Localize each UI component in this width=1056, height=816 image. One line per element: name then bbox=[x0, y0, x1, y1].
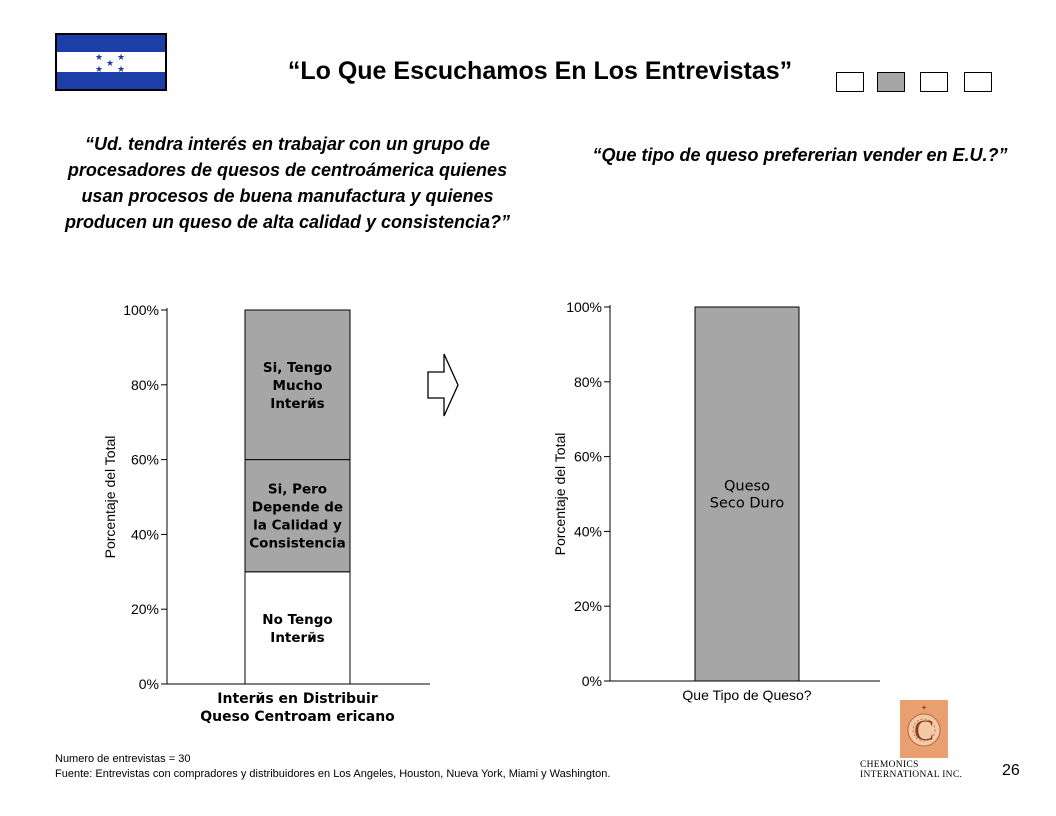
svg-text:C: C bbox=[914, 714, 934, 747]
chart1-y-tick-label: 40% bbox=[131, 526, 159, 542]
chart1-y-tick-label: 20% bbox=[131, 601, 159, 617]
chart1-segment-label: No Tengo Interйs bbox=[262, 612, 332, 646]
chart1-segment-label: Si, Tengo Mucho Interйs bbox=[263, 360, 332, 412]
nav-box-4[interactable] bbox=[964, 72, 992, 92]
chart-interest: 0% 20% 40% 60% 80% 100% Porcentaje del Total No… bbox=[102, 302, 430, 725]
nav-box-2[interactable] bbox=[877, 72, 905, 92]
svg-text:★: ★ bbox=[95, 65, 103, 75]
chart2-y-axis-label: Porcentaje del Total bbox=[552, 433, 568, 556]
chart-cheese-type: 0% 20% 40% 60% 80% 100% Porcentaje del Total Qu… bbox=[552, 299, 880, 703]
chart2-y-tick-label: 20% bbox=[574, 598, 602, 614]
nav-box-1[interactable] bbox=[836, 72, 864, 92]
chart2-y-tick-label: 40% bbox=[574, 523, 602, 539]
svg-text:★: ★ bbox=[95, 53, 103, 63]
chart1-bar-segment bbox=[244, 309, 351, 461]
footnote-source: Fuente: Entrevistas con compradores y di… bbox=[55, 768, 611, 780]
question-left: “Ud. tendra interés en trabajar con un g… bbox=[64, 134, 511, 232]
chart2-segment-label: Queso Seco Duro bbox=[710, 479, 785, 512]
chart1-y-tick-label: 80% bbox=[131, 377, 159, 393]
chart1-segment-label: Si, Pero Depende de la Calidad y Consistenc… bbox=[249, 482, 345, 552]
footnote-interviews: Numero de entrevistas = 30 bbox=[55, 753, 191, 765]
svg-text:★: ★ bbox=[106, 59, 114, 69]
chart2-y-tick-label: 80% bbox=[574, 374, 602, 390]
chart2-y-tick-label: 0% bbox=[582, 673, 602, 689]
chart1-bar-segment bbox=[244, 571, 351, 685]
svg-text:✦: ✦ bbox=[921, 704, 927, 712]
chemonics-logo-icon: C ✦ bbox=[900, 700, 948, 758]
arrow-right-icon bbox=[427, 353, 459, 417]
company-name: CHEMONICS INTERNATIONAL INC. bbox=[860, 760, 963, 780]
chart1-y-tick-label: 60% bbox=[131, 452, 159, 468]
svg-text:★: ★ bbox=[117, 65, 125, 75]
question-right: “Que tipo de queso prefererian vender en… bbox=[592, 145, 1008, 165]
chart2-category-label: Que Tipo de Queso? bbox=[682, 687, 811, 703]
chart1-y-tick-label: 0% bbox=[139, 676, 159, 692]
chart2-y-tick-label: 60% bbox=[574, 449, 602, 465]
chart1-category-label: Interйs en Distribuir Queso Centroam eric… bbox=[200, 691, 395, 725]
chart2-y-tick-label: 100% bbox=[566, 299, 602, 315]
chart1-bar-segment bbox=[244, 459, 351, 573]
chart1-y-tick-label: 100% bbox=[123, 302, 159, 318]
nav-box-3[interactable] bbox=[920, 72, 948, 92]
page-number: 26 bbox=[1002, 762, 1020, 779]
honduras-flag-icon: ★ ★ ★ ★ ★ bbox=[55, 33, 167, 91]
chart1-y-axis-label: Porcentaje del Total bbox=[102, 436, 118, 559]
svg-text:★: ★ bbox=[117, 53, 125, 63]
page-title: “Lo Que Escuchamos En Los Entrevistas” bbox=[287, 57, 793, 85]
chart2-bar-segment bbox=[694, 306, 800, 682]
